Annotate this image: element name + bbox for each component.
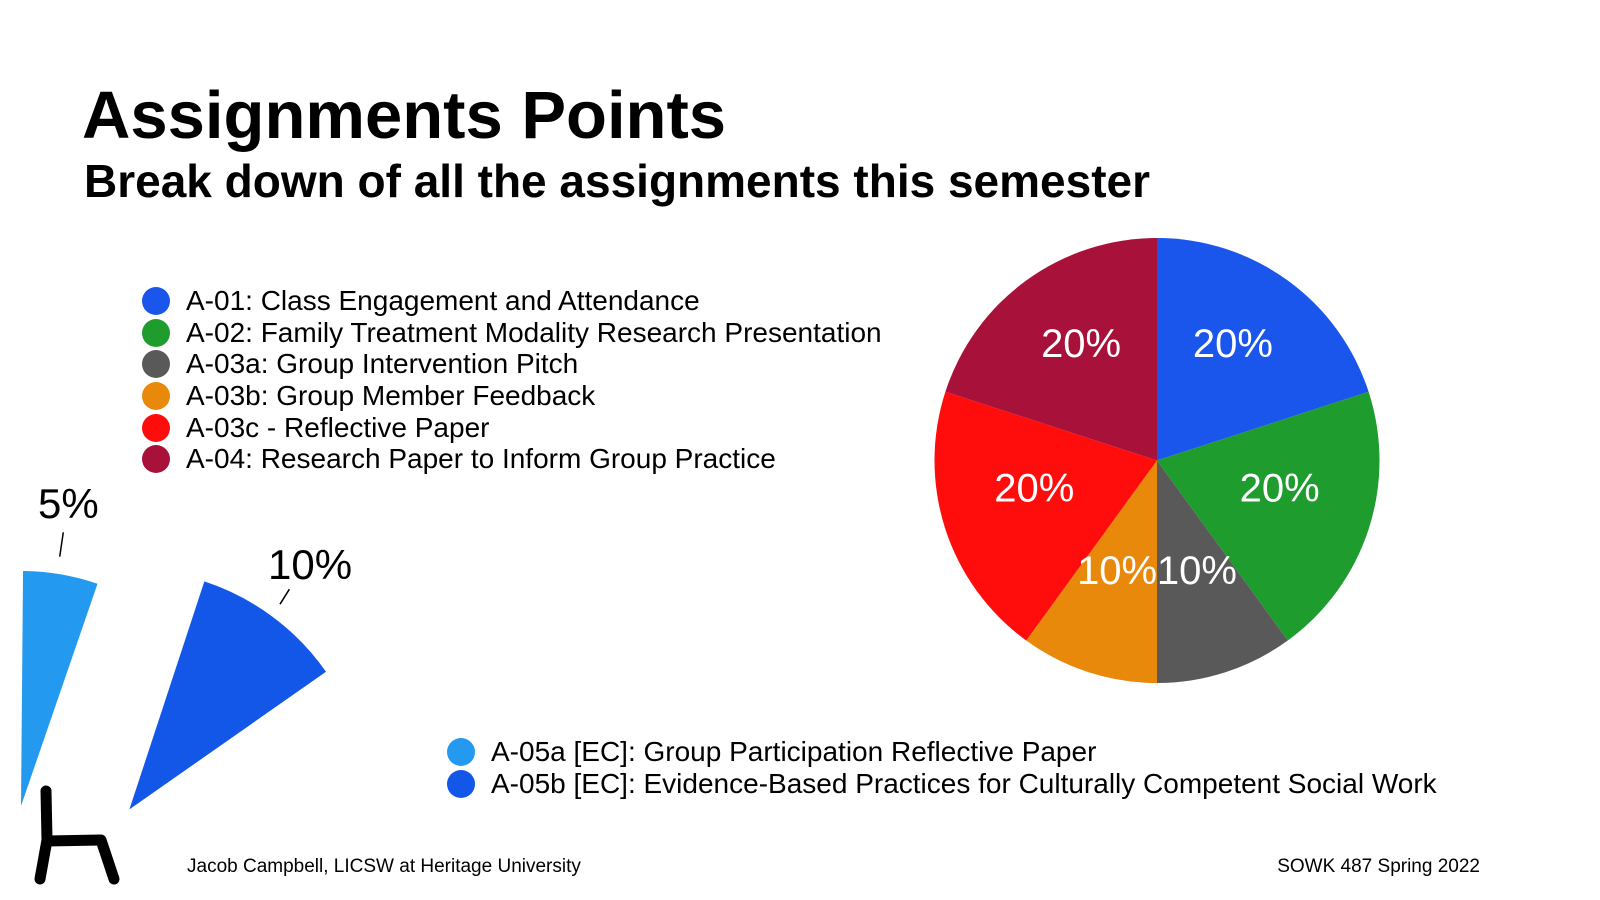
svg-text:10%: 10% bbox=[268, 541, 352, 588]
svg-text:10%: 10% bbox=[1077, 549, 1157, 593]
svg-text:5%: 5% bbox=[38, 480, 99, 527]
svg-text:20%: 20% bbox=[1240, 466, 1320, 510]
svg-text:20%: 20% bbox=[1193, 322, 1273, 366]
svg-text:10%: 10% bbox=[1157, 549, 1237, 593]
svg-text:20%: 20% bbox=[994, 466, 1074, 510]
svg-text:20%: 20% bbox=[1041, 322, 1121, 366]
